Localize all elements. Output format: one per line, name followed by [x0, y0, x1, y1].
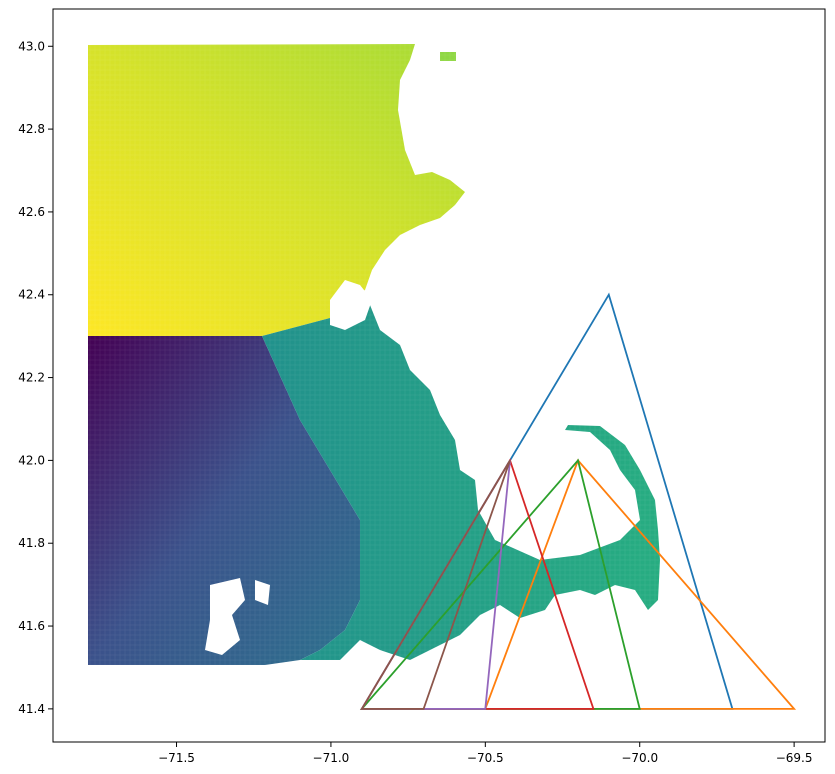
raster-cell-overlay — [88, 44, 660, 666]
y-tick-label: 41.6 — [18, 619, 45, 633]
x-tick-label: −71.0 — [313, 751, 350, 765]
x-tick-label: −71.5 — [158, 751, 195, 765]
y-tick-label: 42.4 — [18, 288, 45, 302]
gridded-raster — [88, 44, 660, 666]
y-tick-label: 42.8 — [18, 122, 45, 136]
triangle-5 — [360, 459, 511, 710]
y-tick-label: 42.0 — [18, 453, 45, 467]
y-tick-label: 41.8 — [18, 536, 45, 550]
raster-gaps — [205, 280, 372, 655]
axes-border — [52, 8, 826, 743]
axes-spines — [52, 8, 826, 743]
x-tick-label: −70.0 — [621, 751, 658, 765]
y-tick-label: 42.6 — [18, 205, 45, 219]
y-tick-label: 43.0 — [18, 39, 45, 53]
triangle-outlines — [359, 292, 797, 710]
x-tick-label: −69.5 — [776, 751, 813, 765]
x-axis-ticks: −71.5 −71.0 −70.5 −70.0 −69.5 — [158, 742, 813, 765]
y-axis-ticks: 41.4 41.6 41.8 42.0 42.2 42.4 42.6 42.8 43.0 — [18, 39, 53, 716]
y-tick-label: 42.2 — [18, 371, 45, 385]
y-tick-label: 41.4 — [18, 702, 45, 716]
x-tick-label: −70.5 — [467, 751, 504, 765]
